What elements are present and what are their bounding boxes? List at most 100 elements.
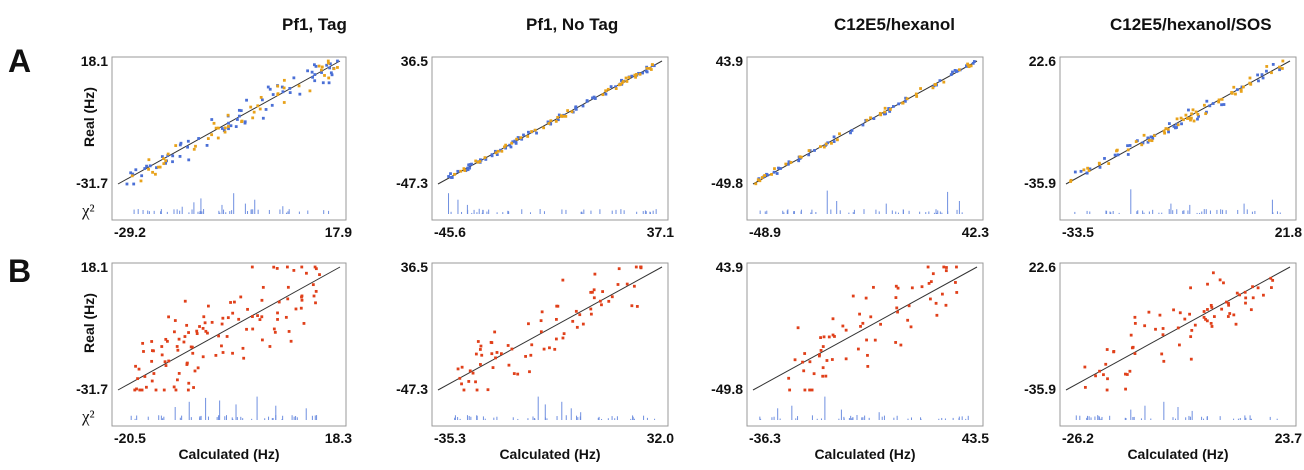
data-point	[288, 91, 292, 94]
data-point	[183, 335, 187, 338]
data-point	[808, 360, 812, 364]
data-point	[589, 290, 593, 294]
data-point	[489, 340, 493, 344]
data-point	[447, 175, 450, 178]
data-point	[462, 388, 466, 392]
data-point	[866, 353, 869, 357]
data-point	[520, 137, 524, 141]
data-point	[931, 86, 935, 90]
data-point	[1131, 345, 1135, 349]
data-point	[808, 388, 812, 392]
panel-title-2: Pf1, No Tag	[526, 15, 618, 34]
y-tick-max: 43.9	[716, 259, 743, 275]
data-point	[779, 167, 782, 170]
data-point	[524, 355, 527, 358]
data-point	[949, 73, 953, 77]
fit-line	[752, 266, 978, 391]
data-point	[1082, 168, 1086, 172]
data-point	[1225, 300, 1228, 304]
panel-title-4: C12E5/hexanol/SOS	[1110, 15, 1272, 34]
data-point	[1182, 118, 1185, 122]
data-point	[210, 320, 214, 324]
data-point	[831, 333, 835, 337]
data-point	[650, 63, 654, 67]
data-point	[151, 170, 154, 174]
data-point	[556, 118, 560, 122]
data-point	[641, 71, 645, 75]
data-point	[222, 129, 226, 132]
data-point	[1243, 290, 1247, 294]
data-point	[838, 132, 841, 136]
data-point	[547, 122, 551, 125]
data-point	[326, 59, 330, 63]
data-point	[192, 386, 195, 389]
data-point	[812, 372, 816, 376]
data-point	[789, 161, 793, 164]
data-point	[183, 299, 187, 303]
data-point	[313, 73, 317, 76]
data-point	[1125, 373, 1129, 376]
data-point	[221, 351, 225, 354]
data-point	[954, 281, 957, 284]
y-axis-label: Real (Hz)	[81, 293, 97, 353]
data-point	[634, 265, 638, 269]
data-point	[490, 153, 494, 157]
data-point	[821, 366, 825, 370]
data-point	[226, 113, 230, 117]
y-tick-max: 18.1	[81, 259, 108, 275]
data-point	[202, 315, 206, 319]
data-point	[955, 265, 958, 269]
data-point	[826, 141, 830, 145]
data-point	[632, 284, 636, 288]
data-point	[548, 346, 551, 350]
data-point	[609, 85, 613, 89]
data-point	[887, 107, 891, 110]
data-point	[321, 81, 325, 85]
data-point	[251, 327, 255, 331]
data-point	[559, 114, 563, 118]
data-point	[216, 126, 220, 130]
data-point	[556, 115, 560, 119]
data-point	[1172, 308, 1175, 312]
data-point	[529, 353, 533, 357]
data-point	[194, 144, 197, 148]
data-point	[969, 64, 973, 68]
data-point	[187, 381, 191, 385]
data-point	[160, 155, 164, 158]
data-point	[1190, 112, 1193, 116]
data-point	[1083, 365, 1087, 369]
data-point	[883, 106, 887, 110]
data-point	[178, 154, 182, 158]
data-point	[1204, 112, 1208, 116]
data-point	[896, 310, 899, 314]
data-point	[540, 310, 544, 314]
data-point	[495, 153, 499, 156]
data-point	[294, 307, 298, 311]
panel-5: 18.1 -31.7 -20.5 18.3 Calculated (Hz) Real (H…	[76, 259, 352, 462]
data-point	[614, 87, 618, 90]
data-point	[1210, 306, 1214, 309]
data-point	[578, 313, 582, 317]
data-point	[1147, 310, 1151, 314]
data-point	[1256, 73, 1260, 77]
data-point	[765, 172, 768, 176]
data-point	[1167, 130, 1170, 134]
y-tick-max: 36.5	[401, 259, 428, 275]
data-point	[494, 151, 498, 155]
data-point	[453, 172, 456, 176]
data-point	[1180, 122, 1183, 126]
data-point	[130, 174, 134, 178]
data-point	[637, 71, 640, 75]
data-point	[132, 182, 136, 186]
data-point	[1126, 148, 1130, 152]
data-point	[1222, 103, 1226, 106]
data-point	[1134, 140, 1138, 143]
data-point	[909, 325, 913, 329]
data-point	[480, 353, 484, 357]
data-point	[1162, 129, 1166, 133]
data-point	[539, 330, 543, 334]
data-point	[832, 135, 836, 139]
data-point	[1239, 90, 1243, 93]
data-point	[592, 95, 596, 99]
data-point	[509, 145, 513, 149]
